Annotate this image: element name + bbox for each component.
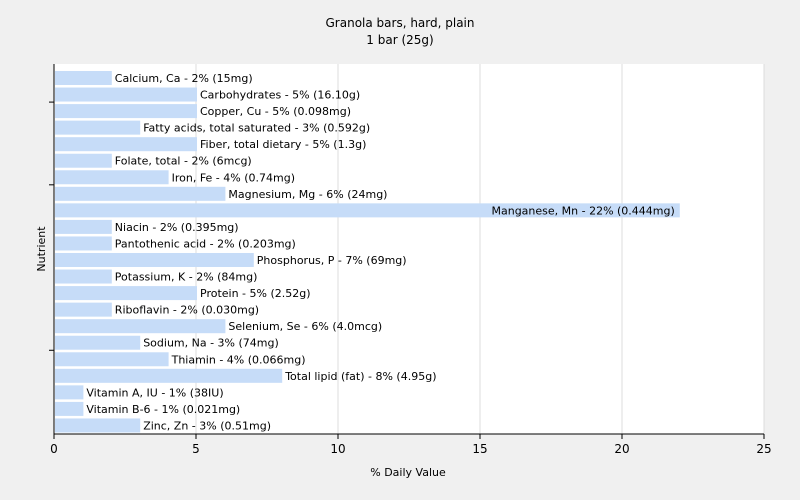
bar-label-15: Selenium, Se - 6% (4.0mcg) [228, 320, 382, 333]
x-axis-ticks: 0 5 10 15 20 25 [50, 434, 772, 456]
bar-label-9: Niacin - 2% (0.395mg) [115, 221, 239, 234]
bar-14 [55, 302, 112, 317]
bar-21 [55, 418, 141, 433]
bar-labels-group: Calcium, Ca - 2% (15mg) Carbohydrates - 5… [86, 72, 674, 432]
bar-18 [55, 368, 283, 383]
bar-label-1: Carbohydrates - 5% (16.10g) [200, 89, 360, 102]
x-tick-label: 25 [756, 442, 771, 456]
bar-5 [55, 153, 112, 168]
bar-label-11: Phosphorus, P - 7% (69mg) [257, 254, 407, 267]
bar-8 [55, 203, 680, 218]
bar-label-5: Folate, total - 2% (6mcg) [115, 155, 252, 168]
bar-label-7: Magnesium, Mg - 6% (24mg) [228, 188, 387, 201]
bar-15 [55, 319, 226, 334]
bar-label-19: Vitamin A, IU - 1% (38IU) [86, 386, 223, 399]
bar-label-14: Riboflavin - 2% (0.030mg) [115, 304, 259, 317]
chart-title: Granola bars, hard, plain [326, 16, 475, 30]
bar-label-13: Protein - 5% (2.52g) [200, 287, 311, 300]
bar-label-6: Iron, Fe - 4% (0.74mg) [172, 171, 295, 184]
y-axis-ticks [49, 101, 54, 351]
bar-10 [55, 236, 112, 251]
bar-label-2: Copper, Cu - 5% (0.098mg) [200, 105, 351, 118]
bar-2 [55, 104, 197, 119]
x-tick-label: 5 [192, 442, 200, 456]
y-axis-label: Nutrient [35, 226, 48, 272]
x-tick-label: 15 [472, 442, 487, 456]
bar-1 [55, 87, 197, 102]
bar-label-3: Fatty acids, total saturated - 3% (0.592… [143, 122, 370, 135]
bar-label-12: Potassium, K - 2% (84mg) [115, 271, 258, 284]
chart-subtitle: 1 bar (25g) [366, 33, 433, 47]
bar-19 [55, 385, 84, 400]
bar-label-16: Sodium, Na - 3% (74mg) [143, 337, 279, 350]
bar-label-10: Pantothenic acid - 2% (0.203mg) [115, 237, 296, 250]
bar-9 [55, 219, 112, 234]
bar-label-21: Zinc, Zn - 3% (0.51mg) [143, 419, 271, 432]
x-tick-label: 10 [330, 442, 345, 456]
bar-17 [55, 352, 169, 367]
bar-label-17: Thiamin - 4% (0.066mg) [171, 353, 306, 366]
bar-label-18: Total lipid (fat) - 8% (4.95g) [284, 370, 436, 383]
bar-12 [55, 269, 112, 284]
bars-group [55, 71, 680, 433]
bar-3 [55, 120, 141, 135]
bar-4 [55, 137, 197, 152]
bar-16 [55, 335, 141, 350]
bar-13 [55, 286, 197, 301]
bar-6 [55, 170, 169, 185]
bar-0 [55, 71, 112, 85]
bar-label-20: Vitamin B-6 - 1% (0.021mg) [86, 403, 240, 416]
x-tick-label: 0 [50, 442, 58, 456]
x-tick-label: 20 [614, 442, 629, 456]
bar-7 [55, 186, 226, 201]
bar-label-0: Calcium, Ca - 2% (15mg) [115, 72, 253, 85]
bar-label-4: Fiber, total dietary - 5% (1.3g) [200, 138, 366, 151]
bar-20 [55, 401, 84, 416]
x-axis-label: % Daily Value [370, 466, 446, 479]
grid-lines [195, 64, 765, 434]
bar-11 [55, 253, 254, 267]
bar-label-8: Manganese, Mn - 22% (0.444mg) [491, 204, 674, 217]
